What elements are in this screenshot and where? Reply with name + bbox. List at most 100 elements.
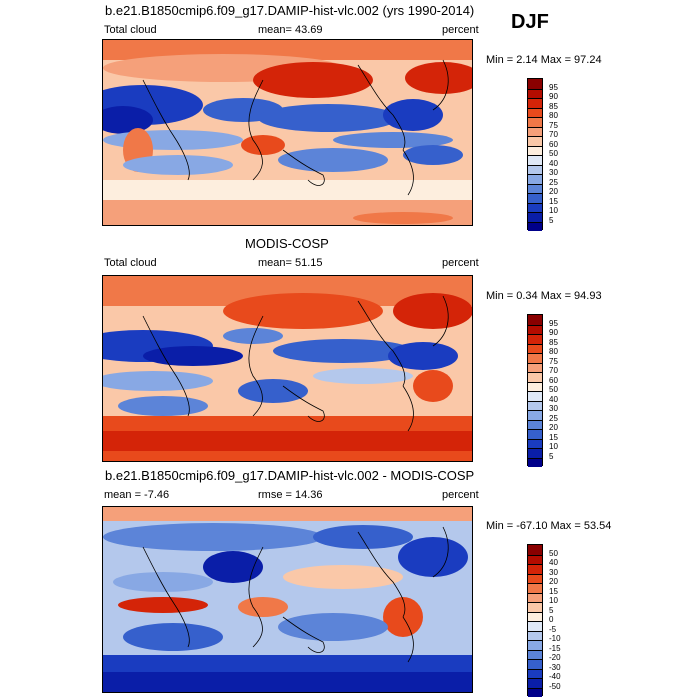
panel-3-mean-label: mean = -7.46 (104, 489, 170, 501)
colorbar-swatch (528, 362, 542, 372)
colorbar-tick-label: 95 (549, 318, 558, 328)
colorbar-swatch (528, 221, 542, 231)
colorbar-tick-label: 40 (549, 558, 558, 567)
colorbar-swatch (528, 372, 542, 382)
colorbar-swatch (528, 381, 542, 391)
panel-3-rmse-label: rmse = 14.36 (258, 489, 323, 501)
colorbar-swatch (528, 193, 542, 203)
panel-1-colorbar-boxes (528, 79, 542, 231)
colorbar-swatch (528, 107, 542, 117)
colorbar-swatch (528, 155, 542, 165)
panel-1-title: b.e21.B1850cmip6.f09_g17.DAMIP-hist-vlc.… (105, 3, 475, 18)
panel-2-title: MODIS-COSP (245, 236, 329, 251)
panel-3-minmax-label: Min = -67.10 Max = 53.54 (486, 520, 612, 532)
panel-3-title: b.e21.B1850cmip6.f09_g17.DAMIP-hist-vlc.… (105, 468, 475, 483)
colorbar-tick-label: 80 (549, 111, 558, 120)
colorbar-swatch (528, 429, 542, 439)
colorbar-tick-label: 15 (549, 586, 558, 596)
colorbar-tick-label: 10 (549, 442, 558, 451)
colorbar-swatch (528, 419, 542, 429)
colorbar-tick-label: 40 (549, 158, 558, 168)
panel-3-colorbar-boxes (528, 545, 542, 697)
colorbar-tick-label: 20 (549, 577, 558, 586)
colorbar-swatch (528, 212, 542, 222)
colorbar-tick-label: 30 (549, 168, 558, 177)
colorbar-tick-label: 15 (549, 432, 558, 442)
panel-1-variable-label: Total cloud (104, 24, 157, 36)
colorbar-tick-label: -5 (549, 624, 557, 634)
panel-2-mean-label: mean= 51.15 (258, 257, 323, 269)
colorbar-tick-label: 50 (549, 548, 558, 558)
colorbar-tick-label: 85 (549, 337, 558, 347)
colorbar-swatch (528, 183, 542, 193)
colorbar-swatch (528, 457, 542, 467)
panel-2-units-label: percent (442, 257, 479, 269)
colorbar-swatch (528, 410, 542, 420)
colorbar-swatch (528, 630, 542, 640)
colorbar-swatch (528, 621, 542, 631)
colorbar-swatch (528, 687, 542, 697)
colorbar-tick-label: 30 (549, 567, 558, 577)
colorbar-swatch (528, 573, 542, 583)
colorbar-tick-label: 70 (549, 130, 558, 139)
colorbar-tick-label: 60 (549, 375, 558, 385)
panel-2-field (103, 276, 472, 461)
panel-1-map (102, 39, 473, 226)
colorbar-tick-label: -20 (549, 653, 561, 662)
panel-3-field (103, 507, 472, 692)
colorbar-tick-label: 90 (549, 328, 558, 337)
colorbar-swatch (528, 353, 542, 363)
panel-2-variable-label: Total cloud (104, 257, 157, 269)
panel-2-map (102, 275, 473, 462)
colorbar-tick-label: 95 (549, 82, 558, 92)
colorbar-swatch (528, 564, 542, 574)
colorbar-swatch (528, 640, 542, 650)
colorbar-swatch (528, 602, 542, 612)
colorbar-swatch (528, 554, 542, 564)
colorbar-swatch (528, 164, 542, 174)
panel-1-units-label: percent (442, 24, 479, 36)
colorbar-tick-label: 50 (549, 149, 558, 158)
colorbar-tick-label: 85 (549, 101, 558, 111)
colorbar-swatch (528, 583, 542, 593)
colorbar-swatch (528, 659, 542, 669)
panel-1-minmax-label: Min = 2.14 Max = 97.24 (486, 54, 602, 66)
colorbar-tick-label: -40 (549, 672, 561, 681)
colorbar-tick-label: 30 (549, 404, 558, 413)
colorbar-swatch (528, 79, 542, 89)
colorbar-tick-label: 80 (549, 347, 558, 356)
colorbar-tick-label: 50 (549, 385, 558, 394)
colorbar-swatch (528, 88, 542, 98)
colorbar-tick-label: 5 (549, 451, 554, 461)
panel-3-colorbar (527, 544, 543, 697)
panel-2-minmax-label: Min = 0.34 Max = 94.93 (486, 290, 602, 302)
colorbar-tick-label: 0 (549, 615, 554, 624)
colorbar-tick-label: 10 (549, 596, 558, 605)
colorbar-swatch (528, 391, 542, 401)
colorbar-swatch (528, 592, 542, 602)
colorbar-swatch (528, 678, 542, 688)
colorbar-tick-label: -15 (549, 643, 561, 653)
colorbar-tick-label: 75 (549, 120, 558, 130)
colorbar-tick-label: 5 (549, 605, 554, 615)
colorbar-tick-label: 25 (549, 177, 558, 187)
panel-3-colorbar-labels: 50 40 30 20 15 10 5 0 -5 -10 -15 -20 -30 -40 -50 (549, 544, 579, 696)
colorbar-tick-label: 60 (549, 139, 558, 149)
colorbar-swatch (528, 649, 542, 659)
colorbar-swatch (528, 324, 542, 334)
colorbar-swatch (528, 334, 542, 344)
colorbar-tick-label: 70 (549, 366, 558, 375)
colorbar-swatch (528, 668, 542, 678)
panel-2-colorbar-boxes (528, 315, 542, 467)
panel-3-units-label: percent (442, 489, 479, 501)
colorbar-tick-label: 20 (549, 423, 558, 432)
panel-1-field (103, 40, 472, 225)
panel-1-mean-label: mean= 43.69 (258, 24, 323, 36)
colorbar-swatch (528, 400, 542, 410)
colorbar-swatch (528, 611, 542, 621)
colorbar-swatch (528, 174, 542, 184)
colorbar-swatch (528, 315, 542, 325)
colorbar-swatch (528, 117, 542, 127)
colorbar-tick-label: 15 (549, 196, 558, 206)
colorbar-tick-label: 5 (549, 215, 554, 225)
